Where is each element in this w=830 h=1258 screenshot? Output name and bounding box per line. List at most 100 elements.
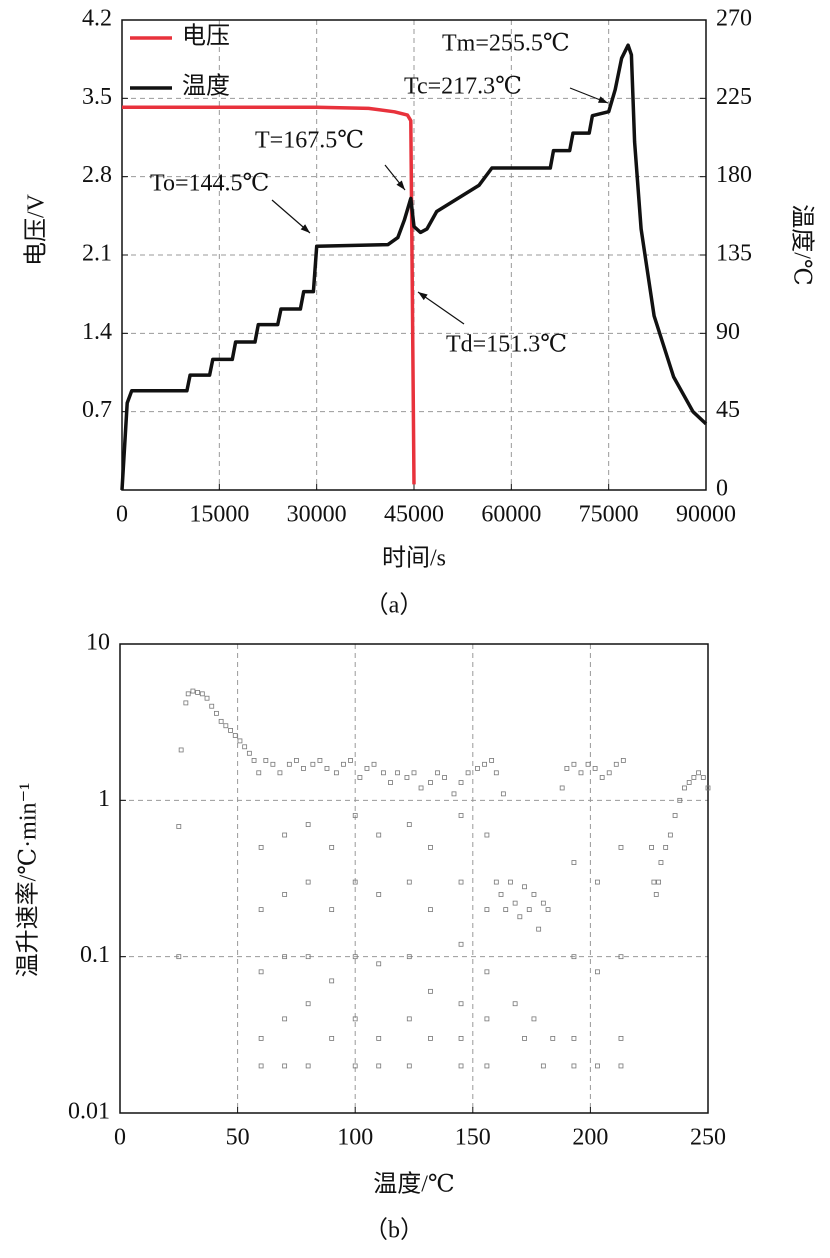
arrow-head [418,292,428,301]
scatter-point [270,761,276,767]
scatter-point [406,1016,412,1022]
scatter-point [571,1063,577,1069]
x-axis-label: 时间/s [382,545,446,572]
line-series [120,43,708,491]
scatter-point [458,1036,464,1041]
scatter-point [649,844,654,850]
scatter-point [682,785,687,791]
scatter-point [442,775,447,780]
scatter-point [406,879,412,885]
scatter-point [672,813,678,818]
scatter-point [428,844,433,850]
y2-tick-label: 180 [716,162,752,188]
scatter-point [333,770,339,776]
scatter-point [324,766,330,771]
scatter-point [204,695,210,701]
scatter-point [348,758,353,763]
x-tick-label: 30000 [287,502,347,528]
scatter-point [571,954,577,960]
x-tick-label: 0 [116,502,128,528]
scatter-point [484,832,490,838]
y2-tick-label: 270 [716,6,752,32]
caption: （a） [365,593,424,619]
scatter-point [458,780,464,785]
x-tick-label: 60000 [481,502,541,528]
y-tick-label: 3.5 [82,84,112,110]
annotation: T=167.5℃ [255,128,364,154]
y-tick-label: 0.1 [80,942,110,968]
scatter-point [406,822,412,827]
scatter-point [381,770,386,776]
y2-tick-label: 45 [716,397,740,423]
scatter-point [364,766,370,771]
scatter-point [199,691,205,697]
scatter-point [545,907,551,913]
scatter-point [395,770,400,776]
scatter-point [376,961,382,967]
scatter-point [258,844,264,850]
scatter-point [317,758,323,763]
scatter-point [258,1036,264,1041]
y2-tick-label: 225 [716,84,752,110]
scatter-point [564,766,570,771]
scatter-point [522,1036,527,1041]
scatter-point [618,954,624,960]
scatter-point [571,1036,577,1041]
scatter-point [352,879,358,885]
scatter-point [498,892,504,897]
scatter-point [251,758,257,763]
scatter-point [653,892,659,897]
x-axis-label: 温度/℃ [373,1171,455,1198]
scatter-point [540,1063,546,1069]
scatter-point [550,1036,556,1041]
scatter-point [475,766,480,771]
scatter-point [286,761,292,767]
x-tick-label: 15000 [189,502,249,528]
scatter-point [458,813,464,818]
scatter-point [282,892,288,897]
scatter-point [658,860,664,865]
scatter-point [686,780,692,785]
scatter-point [651,879,657,885]
scatter-point [282,954,288,960]
scatter-point [282,1016,288,1022]
scatter-point [376,832,382,838]
scatter-point [185,691,191,697]
scatter-point [329,907,335,913]
scatter-point [277,770,283,776]
y-tick-label: 1.4 [82,319,112,345]
scatter-point [700,775,706,780]
scatter-point [493,879,499,885]
scatter-point [536,926,542,932]
y-axis-label: 电压/V [23,193,50,266]
scatter-point [428,988,433,994]
scatter-point [406,1063,412,1069]
scatter-point [512,900,518,906]
scatter-point [305,954,311,960]
scatter-point [484,969,490,975]
x-tick-label: 50 [226,1125,250,1151]
scatter-point [595,879,600,885]
scatter-point [458,879,464,885]
scatter-point [599,775,605,780]
scatter-point [282,1063,288,1069]
scatter-point [435,770,440,776]
scatter-point [696,770,701,776]
scatter-point [517,914,523,920]
arrow-head [300,224,310,233]
scatter-point [484,1063,490,1069]
scatter-point [246,750,252,756]
scatter-point [218,718,224,724]
plot-frame [121,19,707,491]
scatter-point [214,710,219,716]
scatter-point [571,860,577,865]
x-tick-label: 45000 [384,502,444,528]
x-tick-label: 200 [572,1125,608,1151]
y2-tick-label: 135 [716,241,752,267]
scatter-point [428,780,433,785]
scatter-point [305,879,311,885]
annotation: Tc=217.3℃ [404,74,522,100]
scatter-point [484,907,490,913]
scatter-point [190,688,196,694]
